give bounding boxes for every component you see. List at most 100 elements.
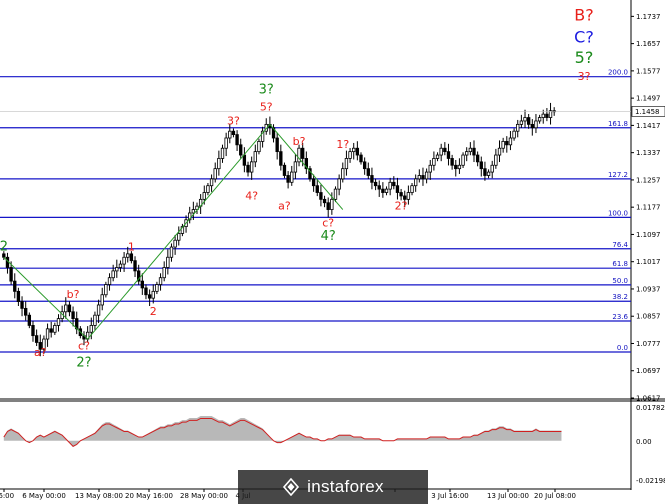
candle-body <box>516 123 520 132</box>
candle-body <box>56 318 61 326</box>
candle-body <box>355 147 360 156</box>
wave-labels: 2a?b?c?2?123?4?5?3?b?a?c?4?1?2?3?5?C?B? <box>0 5 594 370</box>
candle-body <box>414 178 418 187</box>
watermark-text: instaforex <box>307 477 384 496</box>
wave-label: a? <box>34 346 47 359</box>
wave-label: 4? <box>321 229 336 244</box>
oscillator-histogram <box>3 415 562 447</box>
candle-body <box>505 141 509 146</box>
candle-body <box>512 130 516 139</box>
fib-level-label: 38.2 <box>612 293 628 301</box>
wave-label: 1 <box>128 240 135 253</box>
wave-label: 2 <box>150 305 157 318</box>
candle-body <box>67 304 72 313</box>
candle-body <box>151 290 155 299</box>
candle-body <box>428 164 432 173</box>
candle-body <box>188 212 192 221</box>
time-tick-label: 6 May 00:00 <box>22 492 66 500</box>
candle-body <box>348 151 352 159</box>
panel-separator <box>0 398 665 402</box>
candle-body <box>311 178 316 187</box>
candle-body <box>166 256 170 268</box>
candle-body <box>20 301 24 309</box>
candle-body <box>399 192 403 197</box>
candle-body <box>286 175 290 183</box>
price-tick-label: 1.0937 <box>636 285 661 293</box>
candle-body <box>344 158 349 170</box>
candle-body <box>235 134 239 146</box>
candle-body <box>362 161 367 170</box>
candle-body <box>475 154 480 163</box>
candle-body <box>162 267 166 279</box>
candle-body <box>421 175 425 180</box>
candle-body <box>537 117 542 122</box>
candle-body <box>541 113 545 118</box>
candle-body <box>93 314 97 326</box>
candle-body <box>155 284 159 292</box>
candle-body <box>435 154 440 159</box>
time-tick-label: 28 May 00:00 <box>180 492 228 500</box>
candle-body <box>217 158 221 170</box>
wave-label: 5? <box>575 48 594 67</box>
price-tick-label: 1.1737 <box>636 13 661 21</box>
candle-body <box>260 130 265 142</box>
wave-label: a? <box>278 200 291 213</box>
fib-level-label: 100.0 <box>608 209 628 217</box>
fib-level-label: 23.6 <box>612 313 628 321</box>
candle-body <box>246 164 250 173</box>
fib-level-label: 200.0 <box>608 69 628 77</box>
price-tick-label: 1.1657 <box>636 40 661 48</box>
wave-label: 3? <box>227 114 240 127</box>
price-tick-label: 1.1097 <box>636 231 661 239</box>
candle-body <box>24 307 28 316</box>
candle-body <box>231 130 236 135</box>
candle-body <box>100 294 104 306</box>
candle-body <box>526 117 531 125</box>
candle-body <box>424 171 429 180</box>
candle-body <box>381 188 385 193</box>
current-price-label: 1.1458 <box>635 108 660 116</box>
candle-body <box>224 137 228 149</box>
candle-body <box>337 178 341 190</box>
wave-label: 4? <box>245 189 258 202</box>
candle-body <box>465 151 469 156</box>
candle-body <box>395 185 400 193</box>
candle-body <box>111 270 115 279</box>
candle-body <box>490 164 494 173</box>
candle-body <box>377 185 381 190</box>
price-tick-label: 1.1337 <box>636 149 661 157</box>
candlesticks <box>2 102 556 357</box>
time-tick-label: 13 Jul 00:00 <box>487 492 529 500</box>
candle-body <box>352 147 356 153</box>
candle-body <box>42 338 46 350</box>
candle-body <box>71 311 75 320</box>
candle-body <box>38 342 42 350</box>
price-axis: 1.1737 1.1657 1.1577 1.1497 1.1417 1.1337 1.12… <box>0 13 665 403</box>
candle-body <box>461 154 465 166</box>
fib-level-label: 0.0 <box>617 344 628 352</box>
candle-body <box>96 304 101 316</box>
candle-body <box>297 147 301 163</box>
price-tick-label: 1.1577 <box>636 67 661 75</box>
candle-body <box>384 188 389 193</box>
wave-label: 5? <box>260 101 273 114</box>
fibonacci-levels: 200.0 161.8 127.2 100.0 76.4 61.8 50.0 38.2 23.6… <box>0 69 631 353</box>
candle-body <box>330 198 334 210</box>
candle-body <box>89 325 93 333</box>
fib-level-label: 161.8 <box>608 120 628 128</box>
candle-body <box>282 164 287 176</box>
candle-body <box>508 137 513 146</box>
candle-body <box>239 144 243 156</box>
candle-body <box>446 151 451 159</box>
price-tick-label: 1.0777 <box>636 340 661 348</box>
price-tick-label: 1.0857 <box>636 313 661 321</box>
candle-body <box>373 181 378 187</box>
price-tick-label: 1.1257 <box>636 176 661 184</box>
wave-label: C? <box>574 28 594 47</box>
wave-label: 2? <box>76 355 91 370</box>
oscillator-tick-label: 0.00 <box>636 438 652 446</box>
wave-label: b? <box>67 288 80 301</box>
candle-body <box>326 202 330 210</box>
candle-body <box>301 147 305 159</box>
